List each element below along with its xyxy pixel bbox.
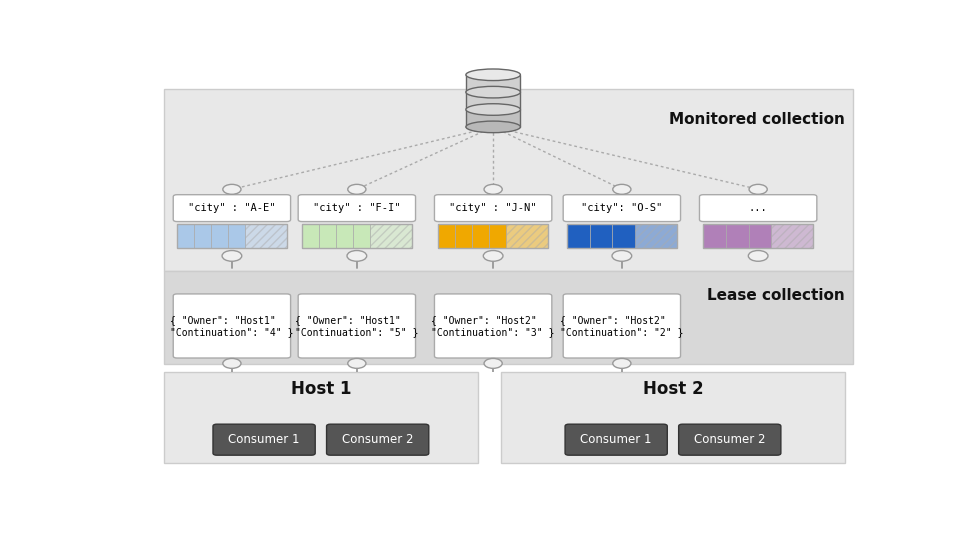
Text: { "Owner": "Host2"
"Continuation": "2" }: { "Owner": "Host2" "Continuation": "2" } <box>560 315 684 337</box>
Bar <box>466 92 521 110</box>
Bar <box>353 223 370 249</box>
Text: "city" : "J-N": "city" : "J-N" <box>449 203 537 213</box>
Bar <box>635 223 677 249</box>
Bar <box>370 223 411 249</box>
Bar <box>194 223 211 249</box>
Text: Host 2: Host 2 <box>643 380 703 398</box>
FancyBboxPatch shape <box>700 195 817 222</box>
Circle shape <box>613 184 631 194</box>
Bar <box>726 223 748 249</box>
Bar <box>228 223 245 249</box>
Circle shape <box>484 358 502 368</box>
Bar <box>506 223 548 249</box>
Ellipse shape <box>466 104 521 115</box>
FancyBboxPatch shape <box>173 195 290 222</box>
Circle shape <box>223 184 241 194</box>
Bar <box>177 223 287 249</box>
Text: { "Owner": "Host2"
"Continuation": "3" }: { "Owner": "Host2" "Continuation": "3" } <box>432 315 555 337</box>
Circle shape <box>347 250 366 262</box>
FancyBboxPatch shape <box>435 195 552 222</box>
Bar <box>771 223 813 249</box>
FancyBboxPatch shape <box>679 424 781 455</box>
Text: Consumer 1: Consumer 1 <box>229 433 300 446</box>
FancyBboxPatch shape <box>565 424 667 455</box>
FancyBboxPatch shape <box>298 195 415 222</box>
Text: Consumer 2: Consumer 2 <box>694 433 766 446</box>
Bar <box>455 223 472 249</box>
FancyBboxPatch shape <box>213 424 316 455</box>
Bar <box>567 223 677 249</box>
Circle shape <box>612 250 632 262</box>
Bar <box>211 223 228 249</box>
Ellipse shape <box>466 121 521 133</box>
Bar <box>489 223 506 249</box>
Bar <box>613 223 635 249</box>
Bar <box>703 223 726 249</box>
FancyBboxPatch shape <box>326 424 429 455</box>
Bar <box>748 223 771 249</box>
Ellipse shape <box>466 69 521 81</box>
Text: Monitored collection: Monitored collection <box>669 112 845 127</box>
Bar <box>567 223 590 249</box>
Circle shape <box>484 184 502 194</box>
Ellipse shape <box>466 86 521 98</box>
Bar <box>439 223 455 249</box>
Bar <box>164 89 853 271</box>
Text: Consumer 1: Consumer 1 <box>580 433 652 446</box>
Text: "city" : "F-I": "city" : "F-I" <box>313 203 401 213</box>
Text: ...: ... <box>748 203 768 213</box>
Circle shape <box>484 250 503 262</box>
Bar <box>302 223 319 249</box>
Bar <box>319 223 336 249</box>
Bar <box>466 75 521 92</box>
Bar <box>590 223 613 249</box>
Bar <box>245 223 287 249</box>
Bar <box>164 271 853 364</box>
Bar <box>177 223 194 249</box>
Bar <box>302 223 411 249</box>
Bar <box>466 110 521 127</box>
FancyBboxPatch shape <box>173 294 290 358</box>
Circle shape <box>748 250 768 262</box>
FancyBboxPatch shape <box>563 195 681 222</box>
Text: Host 1: Host 1 <box>290 380 351 398</box>
Text: Consumer 2: Consumer 2 <box>342 433 413 446</box>
Bar <box>501 373 845 463</box>
Bar <box>439 223 548 249</box>
Text: Lease collection: Lease collection <box>707 288 845 303</box>
FancyBboxPatch shape <box>298 294 415 358</box>
Text: { "Owner": "Host1"
"Continuation": "5" }: { "Owner": "Host1" "Continuation": "5" } <box>295 315 418 337</box>
Circle shape <box>223 358 241 368</box>
Bar <box>164 373 478 463</box>
FancyBboxPatch shape <box>563 294 681 358</box>
Bar <box>336 223 353 249</box>
FancyBboxPatch shape <box>435 294 552 358</box>
Text: { "Owner": "Host1"
"Continuation": "4" }: { "Owner": "Host1" "Continuation": "4" } <box>170 315 294 337</box>
Circle shape <box>348 358 366 368</box>
Circle shape <box>222 250 241 262</box>
Circle shape <box>613 358 631 368</box>
Text: "city" : "A-E": "city" : "A-E" <box>189 203 276 213</box>
Bar <box>703 223 813 249</box>
Circle shape <box>749 184 767 194</box>
Bar <box>472 223 489 249</box>
Text: "city": "O-S": "city": "O-S" <box>581 203 662 213</box>
Circle shape <box>348 184 366 194</box>
